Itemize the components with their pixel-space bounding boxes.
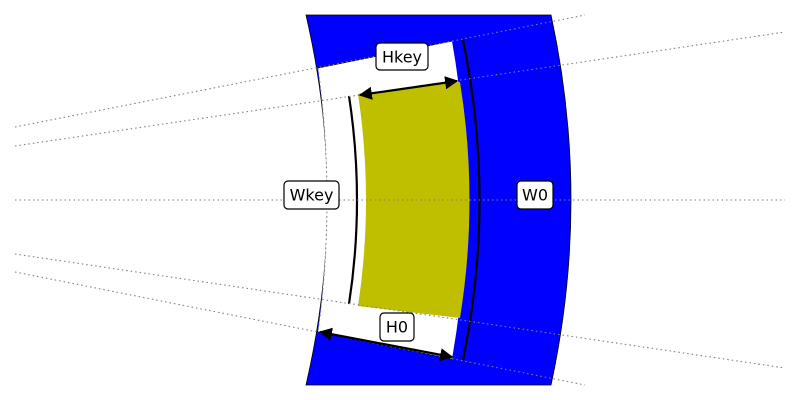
hkey-dimension-arrow	[358, 76, 459, 100]
inner-arc-line	[347, 95, 359, 305]
guide-line-upper-2	[14, 31, 786, 147]
w0-label: W0	[516, 180, 554, 210]
hkey-label: Hkey	[375, 42, 429, 71]
bore-arc-dotted	[317, 67, 328, 333]
h0-label: H0	[379, 312, 415, 342]
w0-label-text: W0	[522, 186, 548, 205]
magnet-block	[358, 82, 470, 318]
wkey-label: Wkey	[283, 180, 340, 210]
wkey-label-text: Wkey	[290, 186, 334, 205]
h0-label-text: H0	[386, 318, 408, 337]
h0-dimension-arrow	[318, 327, 454, 362]
guide-line-lower-1	[14, 253, 786, 369]
hkey-label-text: Hkey	[382, 48, 422, 67]
